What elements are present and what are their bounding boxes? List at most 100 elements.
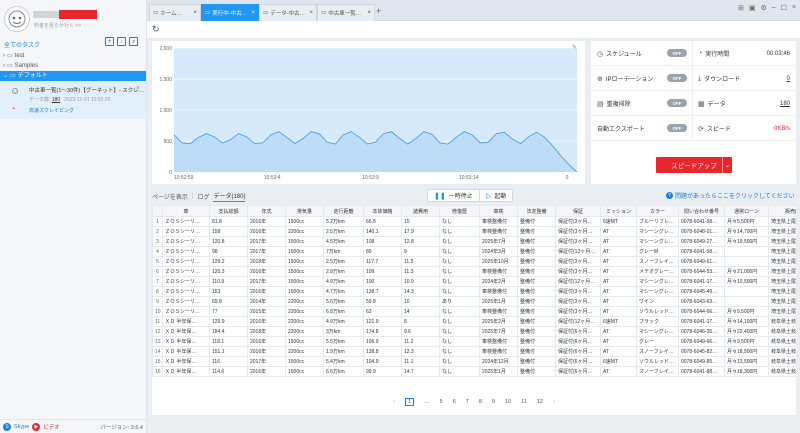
download-value[interactable]: 0 bbox=[786, 75, 790, 82]
column-header[interactable]: 諸費用 bbox=[401, 205, 440, 217]
page-button[interactable]: 7 bbox=[465, 399, 469, 405]
maximize-icon[interactable]: ☐ bbox=[780, 5, 787, 12]
page-button[interactable]: 5 bbox=[439, 399, 443, 405]
fast-scraping-link[interactable]: 高速スクレイピング bbox=[29, 108, 75, 114]
column-header[interactable]: 問い合わせ番号 bbox=[678, 205, 725, 217]
page-button[interactable]: 12 bbox=[536, 399, 543, 405]
schedule-toggle[interactable]: OFF bbox=[667, 49, 687, 57]
table-cell: 1500cc bbox=[285, 256, 324, 267]
table-row[interactable]: 8 ＺＯＳシーリ… 153 2016年 1500cc 4.7万km 138.7 14.3 なし車… bbox=[152, 286, 796, 297]
column-header[interactable] bbox=[152, 205, 163, 217]
table-cell: 車検整備付 bbox=[479, 286, 518, 297]
table-row[interactable]: 13 ＸＤ 半年保… 118.1 2016年 1500cc 5.5万km 106.9 11.2… bbox=[152, 336, 796, 347]
user-profile[interactable]: 料金を見らか行く >> bbox=[4, 6, 144, 32]
dedupe-toggle[interactable]: OFF bbox=[667, 99, 687, 107]
pricing-link[interactable]: 料金を見らか行く >> bbox=[34, 23, 82, 29]
tree-item-samples[interactable]: › ▭ Samples bbox=[3, 63, 39, 69]
page-button[interactable]: 8 bbox=[478, 399, 482, 405]
column-header[interactable]: 車検 bbox=[479, 205, 518, 217]
column-header[interactable]: 車 bbox=[162, 205, 210, 217]
column-header[interactable]: 販売店 bbox=[768, 205, 796, 217]
import-icon[interactable]: ↓ bbox=[117, 37, 126, 46]
ip-rotation-toggle[interactable]: OFF bbox=[667, 74, 687, 82]
table-row[interactable]: 6 ＺＯＳシーリ… 120.3 2016年 1500cc 2.9万km 109 11.3 なし車… bbox=[152, 266, 796, 277]
table-row[interactable]: 12 ＸＤ 半年保… 184.4 2018年 2200cc 3万km 174.8 9.6 なし 2… bbox=[152, 326, 796, 337]
table-row[interactable]: 14 ＸＤ 半年保… 151.1 2016年 2200cc 1.9万km 138.8 12.3… bbox=[152, 346, 796, 357]
table-cell: グレー bbox=[636, 336, 679, 347]
column-header[interactable]: 排気量 bbox=[285, 205, 324, 217]
data-count-value[interactable]: 180 bbox=[779, 100, 790, 107]
page-button[interactable]: … bbox=[424, 399, 430, 405]
tab-data-view[interactable]: データ(180) bbox=[213, 191, 246, 202]
page-button[interactable]: 6 bbox=[452, 399, 456, 405]
tab-home[interactable]: ▭ ホーム… × bbox=[149, 4, 201, 21]
column-header[interactable]: 修復歴 bbox=[439, 205, 480, 217]
table-cell: 月々19,500円 bbox=[724, 236, 769, 247]
skype-link[interactable]: Skype bbox=[14, 423, 30, 430]
close-icon[interactable]: × bbox=[367, 10, 371, 16]
table-row[interactable]: 4 ＺＯＳシーリ… 98 2017年 1500cc 7万km 89 9 なし 2024年3月 整備付… bbox=[152, 246, 796, 257]
column-header[interactable]: 走行距離 bbox=[323, 205, 364, 217]
table-cell: AT bbox=[600, 276, 637, 287]
speed-up-button[interactable]: スピードアップ ⌄ bbox=[656, 157, 732, 173]
column-header[interactable]: 法定整備 bbox=[517, 205, 556, 217]
video-link[interactable]: ビデオ bbox=[43, 424, 60, 431]
table-row[interactable]: 2 ＺＯＳシーリ… 158 2016年 2200cc 2.5万km 140.1 17.9 なし車… bbox=[152, 226, 796, 237]
new-task-icon[interactable]: + bbox=[105, 37, 114, 46]
tab-used-car-list[interactable]: ▭ 中古車一覧… × bbox=[317, 4, 375, 21]
pause-button[interactable]: ❚❚ 一時停止 bbox=[427, 189, 480, 202]
gift-icon[interactable]: ⊞ bbox=[737, 5, 744, 12]
table-row[interactable]: 3 ＺＯＳシーリ… 120.8 2017年 1500cc 4.5万km 108 12.8 なし 2… bbox=[152, 236, 796, 247]
close-icon[interactable]: × bbox=[309, 10, 313, 16]
column-header[interactable]: 通常ローン bbox=[724, 205, 769, 217]
close-window-icon[interactable]: × bbox=[791, 4, 796, 11]
tab-data[interactable]: ▭ データ-中古… × bbox=[259, 4, 317, 21]
new-tab-icon[interactable]: + bbox=[376, 6, 382, 16]
close-icon[interactable]: × bbox=[135, 85, 140, 92]
search-icon[interactable]: ⌕ bbox=[129, 37, 138, 46]
ip-rotation-label: IPローテーション bbox=[605, 77, 654, 83]
column-header[interactable]: 保証 bbox=[555, 205, 601, 217]
close-icon[interactable]: × bbox=[251, 10, 255, 16]
avatar[interactable] bbox=[4, 6, 30, 32]
refresh-icon[interactable]: ↻ bbox=[152, 24, 160, 34]
tab-running[interactable]: ▭ 実行中-中古… × bbox=[201, 4, 259, 21]
minimize-icon[interactable]: – bbox=[771, 4, 776, 11]
page-button[interactable]: 9 bbox=[491, 399, 495, 405]
page-button[interactable]: 11 bbox=[521, 399, 527, 405]
tab-log[interactable]: ログ bbox=[197, 194, 210, 201]
page-button[interactable]: 1 bbox=[405, 398, 415, 406]
screen-icon[interactable]: ▣ bbox=[748, 5, 756, 12]
column-header[interactable]: ミッション bbox=[600, 205, 637, 217]
auto-export-toggle[interactable]: OFF bbox=[667, 124, 687, 132]
chevron-down-icon[interactable]: ⌄ bbox=[722, 157, 732, 173]
table-row[interactable]: 5 ＺＯＳシーリ… 129.2 2018年 1500cc 2.5万km 117.7 11.5 な… bbox=[152, 256, 796, 267]
task-item[interactable]: ☺ 中古車一覧(1～30件)【グーネット】- スクレ… × データ数: 180 … bbox=[0, 81, 146, 119]
column-header[interactable]: 年式 bbox=[247, 205, 286, 217]
page-button[interactable]: 10 bbox=[504, 399, 512, 405]
close-icon[interactable]: × bbox=[193, 10, 197, 16]
table-cell: 整備付 bbox=[517, 316, 556, 327]
table-row[interactable]: 16 ＸＤ 半年保… 114.6 2016年 1500cc 6.6万km 99.9 14.7 な… bbox=[152, 366, 796, 377]
next-page-button[interactable]: › bbox=[552, 399, 555, 405]
gear-icon[interactable]: ⚙ bbox=[760, 5, 767, 12]
tree-item-test[interactable]: › ▭ test bbox=[3, 53, 25, 59]
tab-page-view[interactable]: ページを表示 bbox=[152, 194, 188, 201]
tree-item-default[interactable]: ⌄ ▭ デフォルト bbox=[0, 71, 146, 81]
table-cell: 2200cc bbox=[285, 346, 324, 357]
column-header[interactable]: カラー bbox=[636, 205, 679, 217]
table-cell: 2018年 bbox=[247, 256, 286, 267]
task-data-count[interactable]: 180 bbox=[51, 97, 61, 103]
table-row[interactable]: 1 ＺＯＳシーリ… 81.8 2016年 1500cc 5.2万km 66.8 15 なし 車検整… bbox=[152, 216, 796, 227]
table-row[interactable]: 10 ＺＯＳシーリ… 77 2015年 2200cc 6.8万km 63 14 なし 車検整備付整… bbox=[152, 306, 796, 317]
help-link[interactable]: ? 問題があったらここをクリックしてください bbox=[666, 191, 795, 200]
prev-page-button[interactable]: ‹ bbox=[393, 399, 396, 405]
column-header[interactable]: 本体価格 bbox=[363, 205, 402, 217]
column-header[interactable]: 支払総額 bbox=[209, 205, 248, 217]
all-tasks-label[interactable]: 全てのタスク bbox=[4, 43, 41, 49]
start-button[interactable]: ▷ 起動 bbox=[479, 189, 514, 202]
table-row[interactable]: 15 ＸＤ 半年保… 116 2017年 1500cc 5.4万km 104.9 11.1 なし… bbox=[152, 356, 796, 367]
table-row[interactable]: 11 ＸＤ 半年保… 129.9 2016年 2200cc 4.9万km 121.9 8 なし 2… bbox=[152, 316, 796, 327]
table-row[interactable]: 9 ＺＯＳシーリ… 69.8 2014年 2200cc 5.6万km 59.8 10 あり 202… bbox=[152, 296, 796, 307]
table-row[interactable]: 7 ＺＯＳシーリ… 110.9 2017年 1500cc 4.9万km 100 10.9 なし 2… bbox=[152, 276, 796, 287]
